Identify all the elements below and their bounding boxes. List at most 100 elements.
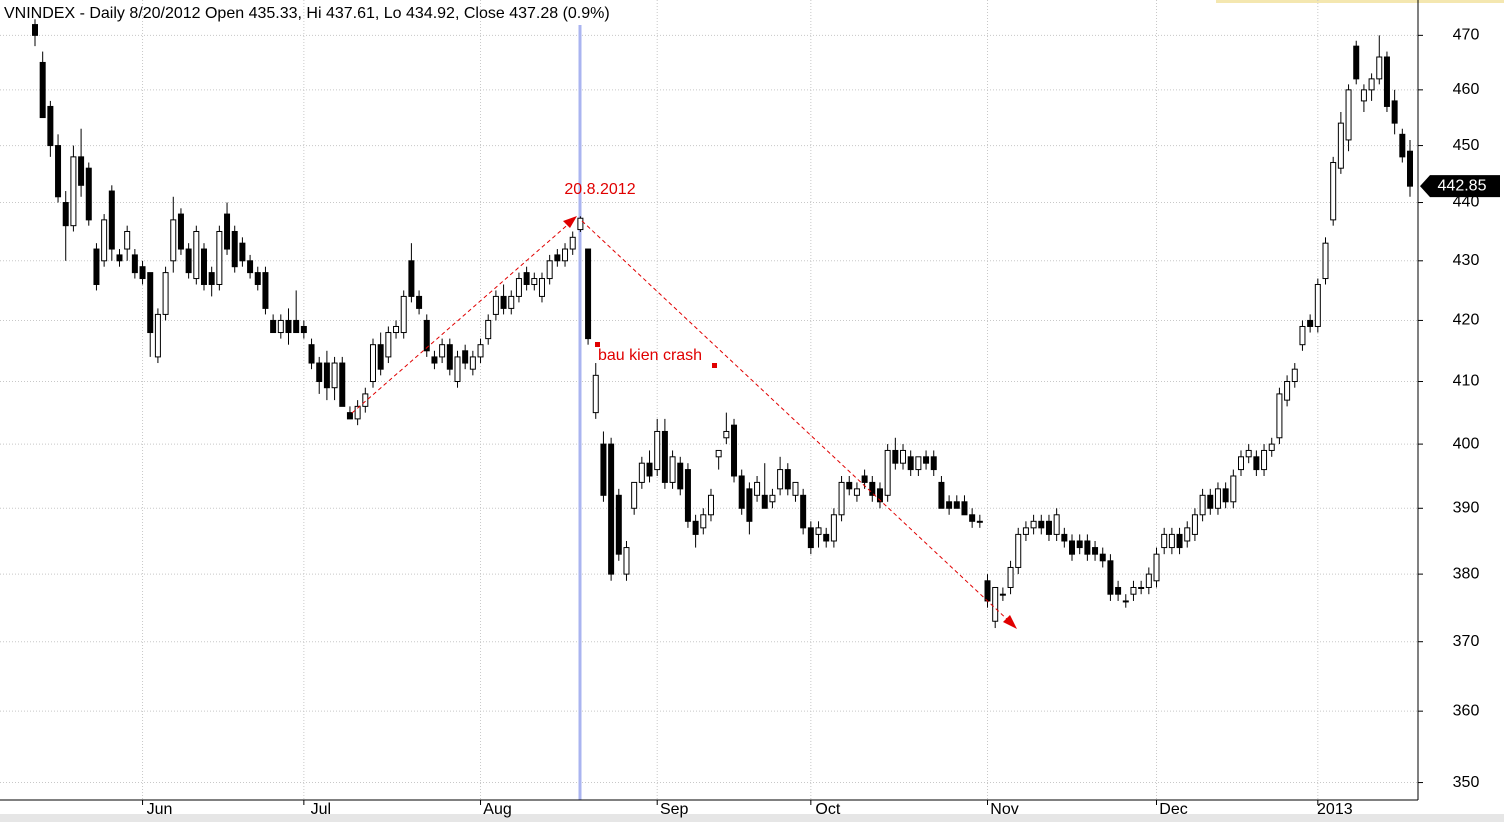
candle-body bbox=[477, 344, 484, 358]
candle-body bbox=[254, 272, 261, 285]
candle-body bbox=[1253, 456, 1260, 471]
candle-body bbox=[907, 456, 914, 471]
candle-body bbox=[408, 260, 415, 297]
candle-body bbox=[807, 527, 814, 549]
candle-body bbox=[185, 248, 192, 274]
candle-body bbox=[492, 295, 499, 315]
marker bbox=[595, 342, 600, 347]
candle-body bbox=[300, 325, 307, 334]
candle-body bbox=[1030, 520, 1037, 529]
candle-body bbox=[508, 295, 515, 309]
candle-body bbox=[754, 481, 761, 496]
candle-body bbox=[93, 248, 100, 285]
candle-body bbox=[1168, 533, 1175, 549]
candle-body bbox=[131, 254, 138, 274]
candle-body bbox=[1383, 56, 1390, 107]
candle-body bbox=[984, 580, 991, 602]
candle-body bbox=[777, 469, 784, 490]
candle-body bbox=[515, 278, 522, 297]
candle-body bbox=[1007, 566, 1014, 588]
candle-body bbox=[308, 344, 315, 364]
candle-body bbox=[623, 547, 630, 575]
candle-body bbox=[1099, 553, 1106, 562]
candle-body bbox=[485, 319, 492, 340]
candle-body bbox=[546, 260, 553, 280]
y-tick-label: 420 bbox=[1453, 312, 1480, 329]
candle-body bbox=[900, 449, 907, 464]
candle-body bbox=[1268, 443, 1275, 451]
marker bbox=[712, 363, 717, 368]
candle-body bbox=[615, 494, 622, 555]
x-tick-label: Jul bbox=[311, 801, 331, 818]
candle-body bbox=[938, 481, 945, 509]
candle-body bbox=[1376, 56, 1383, 80]
arrow-head bbox=[563, 216, 577, 228]
candle-body bbox=[1038, 520, 1045, 529]
candle-body bbox=[108, 190, 115, 250]
candle-body bbox=[538, 278, 545, 297]
candle-body bbox=[915, 456, 922, 471]
y-tick-label: 390 bbox=[1453, 499, 1480, 516]
candle-body bbox=[746, 488, 753, 522]
candle-body bbox=[1138, 586, 1145, 589]
y-tick-label: 430 bbox=[1453, 252, 1480, 269]
y-tick-label: 360 bbox=[1453, 702, 1480, 719]
candle-body bbox=[139, 266, 146, 280]
candle-body bbox=[1391, 100, 1398, 124]
bottom-strip bbox=[0, 814, 1504, 822]
candle-body bbox=[416, 295, 423, 309]
candle-body bbox=[208, 272, 215, 285]
candle-body bbox=[1145, 573, 1152, 588]
candle-body bbox=[1053, 514, 1060, 535]
candle-body bbox=[469, 356, 476, 370]
candle-body bbox=[669, 456, 676, 483]
candle-body bbox=[1230, 475, 1237, 503]
candle-body bbox=[1222, 488, 1229, 503]
candle-body bbox=[876, 488, 883, 503]
candle-body bbox=[946, 501, 953, 509]
candle-body bbox=[1107, 560, 1114, 595]
candle-body bbox=[1353, 45, 1360, 80]
chart-title: VNINDEX - Daily 8/20/2012 Open 435.33, H… bbox=[4, 5, 610, 22]
candle-body bbox=[861, 475, 868, 483]
candle-body bbox=[684, 469, 691, 522]
candle-body bbox=[124, 230, 131, 250]
candle-body bbox=[830, 514, 837, 542]
candle-body bbox=[577, 217, 584, 231]
candle-body bbox=[1291, 368, 1298, 383]
candle-body bbox=[784, 469, 791, 490]
candle-body bbox=[761, 494, 768, 509]
candle-body bbox=[1161, 533, 1168, 549]
candle-body bbox=[523, 272, 530, 285]
candle-body bbox=[1207, 494, 1214, 509]
candle-body bbox=[562, 248, 569, 262]
candle-body bbox=[70, 156, 77, 227]
y-tick-label: 460 bbox=[1453, 81, 1480, 98]
candle-body bbox=[892, 449, 899, 464]
annotation: 20.8.2012 bbox=[564, 181, 635, 198]
candle-body bbox=[231, 230, 238, 268]
candle-body bbox=[1360, 89, 1367, 102]
candle-body bbox=[200, 248, 207, 285]
candle-body bbox=[116, 254, 123, 262]
candle-body bbox=[262, 272, 269, 309]
candle-body bbox=[1122, 600, 1129, 603]
candle-body bbox=[316, 362, 323, 383]
candle-body bbox=[162, 272, 169, 315]
candle-body bbox=[293, 319, 300, 334]
y-tick-label: 410 bbox=[1453, 373, 1480, 390]
candle-body bbox=[277, 319, 284, 334]
candle-body bbox=[1299, 325, 1306, 346]
candle-body bbox=[247, 260, 254, 274]
candle-body bbox=[923, 456, 930, 464]
x-tick-label: Sep bbox=[660, 801, 689, 818]
candle-body bbox=[1368, 78, 1375, 91]
annotation: bau kien crash bbox=[598, 347, 702, 364]
y-tick-label: 450 bbox=[1453, 137, 1480, 154]
candle-body bbox=[531, 278, 538, 285]
candle-body bbox=[439, 344, 446, 358]
candle-body bbox=[1322, 242, 1329, 280]
candle-body bbox=[592, 374, 599, 414]
candle-body bbox=[55, 145, 62, 198]
